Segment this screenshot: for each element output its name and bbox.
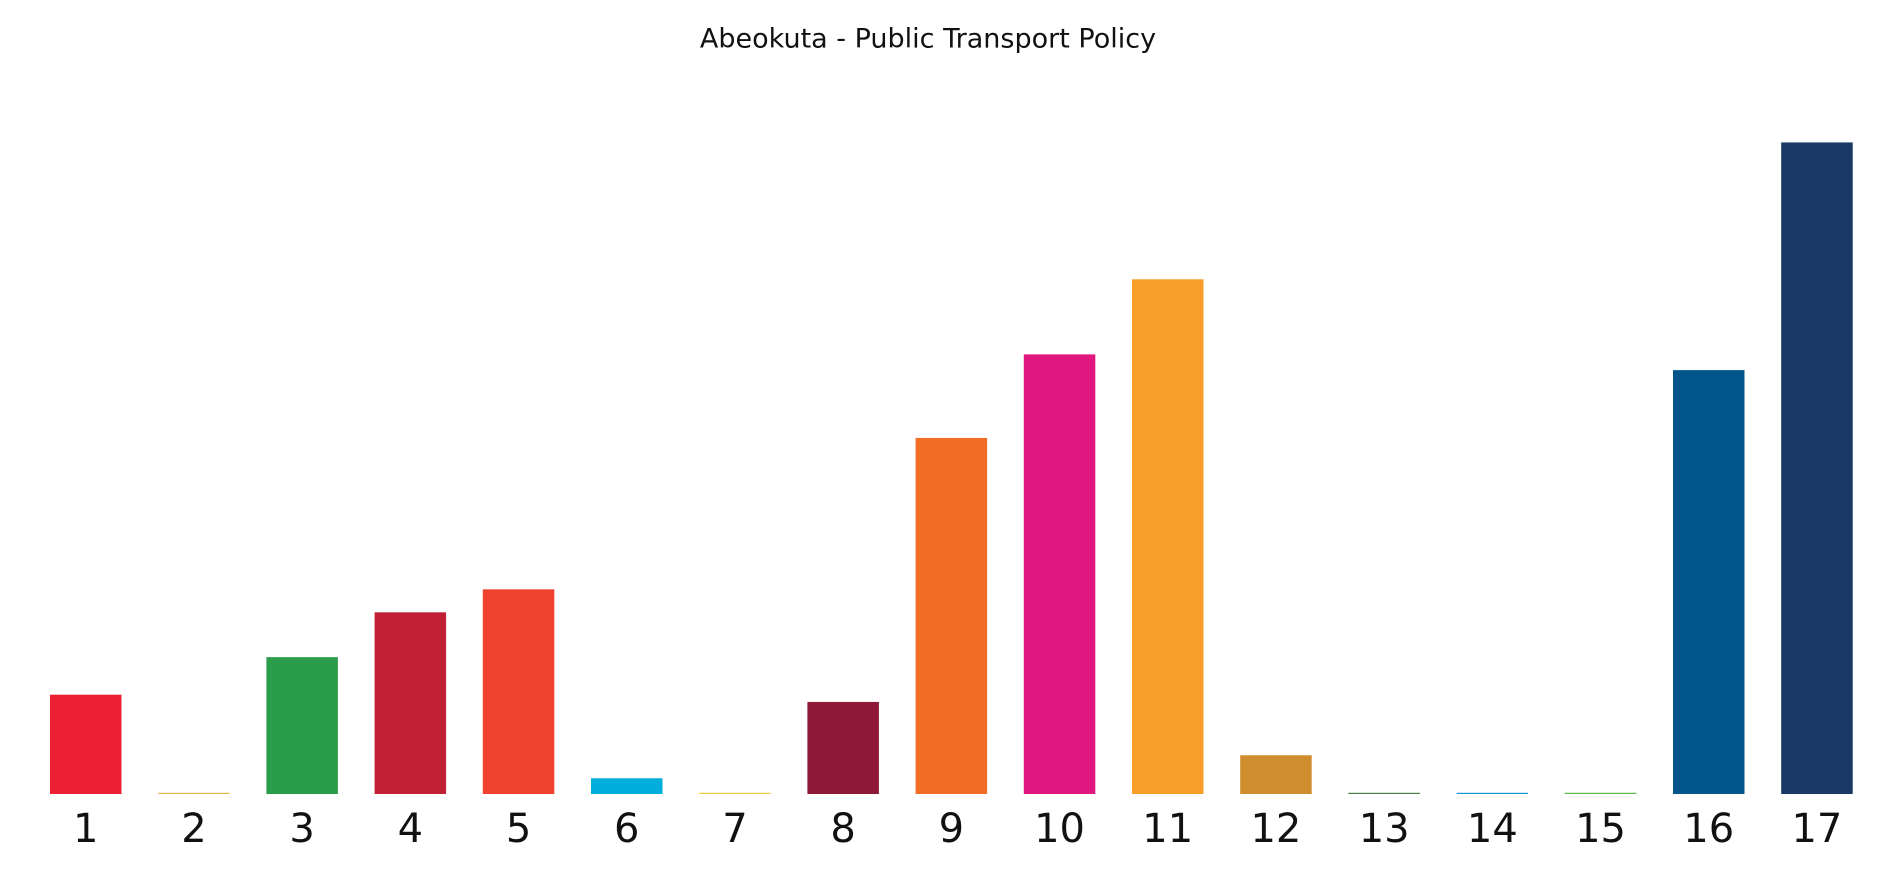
x-tick-label: 13 xyxy=(1359,806,1410,852)
bar xyxy=(915,437,988,794)
bar xyxy=(482,589,555,794)
bar xyxy=(1781,142,1853,794)
bar xyxy=(807,701,879,794)
bar xyxy=(1240,755,1312,794)
x-tick-label: 3 xyxy=(289,806,314,852)
x-tick-label: 2 xyxy=(181,806,206,852)
x-tick-label: 7 xyxy=(722,806,747,852)
x-tick-label: 14 xyxy=(1467,806,1518,852)
x-tick-label: 10 xyxy=(1034,806,1085,852)
x-tick-label: 16 xyxy=(1683,806,1734,852)
bar xyxy=(374,612,447,794)
x-tick-label: 1 xyxy=(73,806,98,852)
bar xyxy=(50,694,122,794)
bar xyxy=(1673,370,1745,794)
x-tick-label: 17 xyxy=(1791,806,1842,852)
chart-title: Abeokuta - Public Transport Policy xyxy=(700,24,1156,55)
x-tick-label: 9 xyxy=(939,806,964,852)
x-tick-label: 5 xyxy=(506,806,531,852)
bar xyxy=(266,657,338,794)
bar xyxy=(1023,354,1096,794)
x-tick-label: 8 xyxy=(830,806,855,852)
bar xyxy=(158,792,230,794)
bar xyxy=(1456,792,1529,794)
x-tick-label: 6 xyxy=(614,806,639,852)
bar xyxy=(1348,792,1420,794)
bar xyxy=(1132,279,1204,794)
bar xyxy=(591,778,663,794)
x-tick-label: 15 xyxy=(1575,806,1626,852)
x-tick-label: 4 xyxy=(398,806,423,852)
bar xyxy=(1564,792,1637,794)
bar xyxy=(699,792,771,794)
x-tick-label: 12 xyxy=(1250,806,1301,852)
x-tick-label: 11 xyxy=(1142,806,1193,852)
